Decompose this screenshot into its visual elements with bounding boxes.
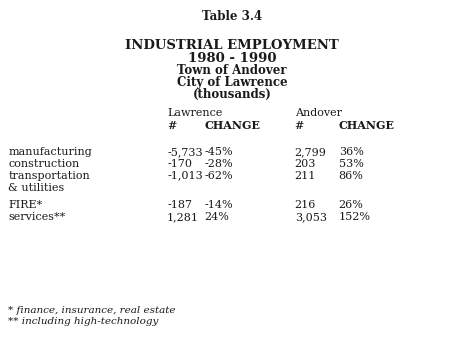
Text: Lawrence: Lawrence [167,108,222,118]
Text: Table 3.4: Table 3.4 [201,10,262,23]
Text: 24%: 24% [204,212,229,222]
Text: * finance, insurance, real estate: * finance, insurance, real estate [8,306,175,315]
Text: manufacturing: manufacturing [8,147,92,157]
Text: 2,799: 2,799 [294,147,326,157]
Text: services**: services** [8,212,65,222]
Text: 26%: 26% [338,200,363,210]
Text: CHANGE: CHANGE [338,120,394,131]
Text: 1980 - 1990: 1980 - 1990 [188,52,275,65]
Text: 216: 216 [294,200,315,210]
Text: -14%: -14% [204,200,232,210]
Text: construction: construction [8,159,80,169]
Text: 1,281: 1,281 [167,212,199,222]
Text: City of Lawrence: City of Lawrence [176,76,287,89]
Text: Town of Andover: Town of Andover [177,64,286,77]
Text: ** including high-technology: ** including high-technology [8,317,158,326]
Text: INDUSTRIAL EMPLOYMENT: INDUSTRIAL EMPLOYMENT [125,39,338,52]
Text: -45%: -45% [204,147,232,157]
Text: #: # [167,120,176,131]
Text: (thousands): (thousands) [192,88,271,101]
Text: -187: -187 [167,200,192,210]
Text: 152%: 152% [338,212,370,222]
Text: #: # [294,120,303,131]
Text: transportation: transportation [8,171,90,181]
Text: -28%: -28% [204,159,232,169]
Text: 53%: 53% [338,159,363,169]
Text: CHANGE: CHANGE [204,120,260,131]
Text: 3,053: 3,053 [294,212,326,222]
Text: -170: -170 [167,159,192,169]
Text: & utilities: & utilities [8,183,64,193]
Text: 36%: 36% [338,147,363,157]
Text: 203: 203 [294,159,315,169]
Text: Andover: Andover [294,108,341,118]
Text: 86%: 86% [338,171,363,181]
Text: -1,013: -1,013 [167,171,202,181]
Text: -62%: -62% [204,171,232,181]
Text: FIRE*: FIRE* [8,200,43,210]
Text: -5,733: -5,733 [167,147,202,157]
Text: 211: 211 [294,171,315,181]
